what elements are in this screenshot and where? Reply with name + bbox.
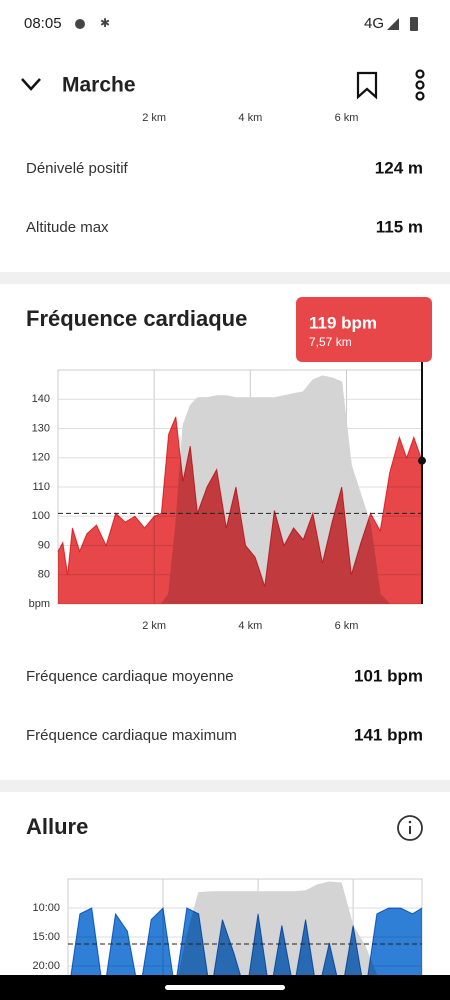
x-tick-label: 4 km — [238, 112, 262, 124]
y-tick-label: 100 — [32, 510, 50, 522]
x-tick-label: 2 km — [142, 620, 166, 632]
y-tick-label: 80 — [38, 569, 50, 581]
battery-icon — [410, 17, 418, 31]
menu-button[interactable] — [415, 69, 425, 101]
stat-value: 141 bpm — [354, 725, 423, 744]
x-tick-label: 6 km — [335, 620, 359, 632]
stat-value: 101 bpm — [354, 666, 423, 685]
status-network: 4G — [364, 15, 384, 32]
header-title: Marche — [62, 74, 136, 97]
separator — [0, 272, 450, 284]
y-tick-label: 15:00 — [32, 931, 60, 943]
y-tick-label: 120 — [32, 452, 50, 464]
x-tick-label: 2 km — [142, 112, 166, 124]
y-tick-label: 130 — [32, 422, 50, 434]
x-tick-label: 6 km — [335, 112, 359, 124]
tooltip-value: 119 bpm — [309, 313, 377, 332]
area-fill — [68, 908, 422, 995]
bookmark-button[interactable] — [356, 71, 378, 100]
status-icon: ✱ — [100, 16, 110, 30]
tooltip — [296, 297, 432, 362]
x-tick-label: 4 km — [238, 620, 262, 632]
cursor-dot — [418, 456, 426, 465]
tooltip-distance: 7,57 km — [309, 335, 352, 349]
y-tick-label: 90 — [38, 539, 50, 551]
status-time: 08:05 — [24, 15, 62, 32]
y-tick-label: 20:00 — [32, 960, 60, 972]
status-icon — [75, 19, 85, 29]
section-title: Fréquence cardiaque — [26, 306, 247, 331]
stat-label: Fréquence cardiaque maximum — [26, 727, 237, 744]
signal-icon — [387, 18, 399, 30]
info-button[interactable] — [397, 815, 423, 841]
home-indicator — [165, 985, 285, 990]
y-tick-label: 10:00 — [32, 902, 60, 914]
stat-label: Altitude max — [26, 219, 109, 236]
stat-value: 124 m — [375, 158, 423, 177]
section-title: Allure — [26, 814, 88, 839]
stat-value: 115 m — [376, 217, 423, 236]
stat-label: Fréquence cardiaque moyenne — [26, 668, 234, 685]
back-button[interactable] — [21, 78, 41, 91]
separator — [0, 780, 450, 792]
y-tick-label: 110 — [32, 481, 50, 493]
area-edge — [57, 416, 423, 587]
y-tick-label: 140 — [32, 393, 50, 405]
stat-label: Dénivelé positif — [26, 160, 129, 177]
y-axis-label: bpm — [29, 598, 50, 610]
area-fill — [58, 416, 422, 604]
